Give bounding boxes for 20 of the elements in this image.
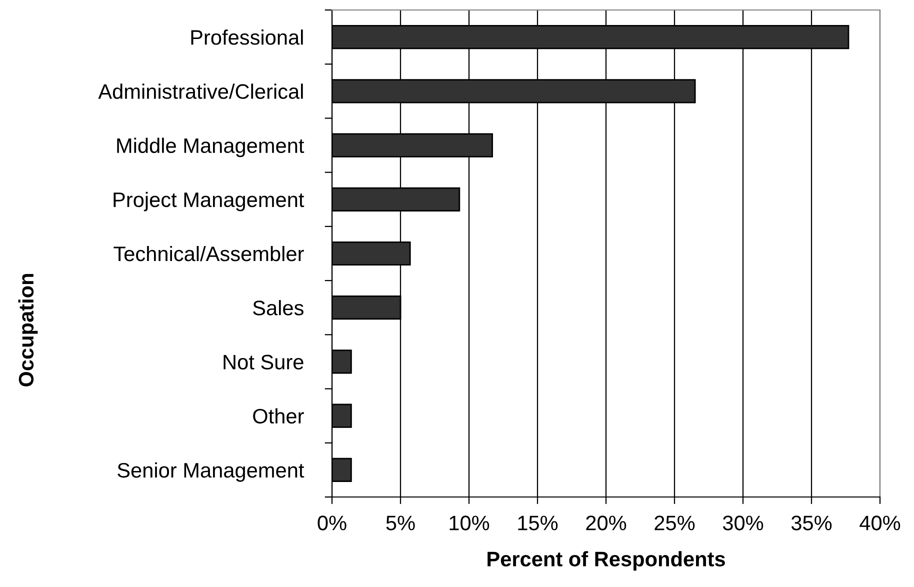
y-tick-label: Project Management: [114, 192, 304, 212]
x-tick-label: 10%: [450, 516, 490, 530]
x-tick-label: 15%: [518, 516, 558, 530]
y-tick-label: Administrative/Clerical: [98, 84, 303, 99]
x-tick-label: 35%: [791, 516, 832, 530]
y-tick-label: Professional: [191, 30, 303, 45]
x-tick-label: 25%: [654, 516, 695, 530]
y-tick-label: Technical/Assembler: [114, 246, 304, 262]
y-tick-label: Other: [253, 408, 304, 424]
y-tick-label: Senior Management: [118, 462, 304, 482]
x-tick-label: 0%: [318, 516, 346, 530]
y-tick-label: Sales: [253, 300, 304, 316]
x-tick-label: 40%: [860, 516, 900, 530]
x-tick-label: 20%: [586, 516, 626, 530]
y-axis-title: Occupation: [18, 274, 38, 386]
x-tick-label: 30%: [722, 516, 764, 530]
y-tick-label: Not Sure: [224, 354, 304, 370]
x-axis-title: Percent of Respondents: [488, 551, 725, 571]
y-tick-label: Middle Management: [117, 138, 304, 158]
x-tick-label: 5%: [386, 516, 415, 530]
